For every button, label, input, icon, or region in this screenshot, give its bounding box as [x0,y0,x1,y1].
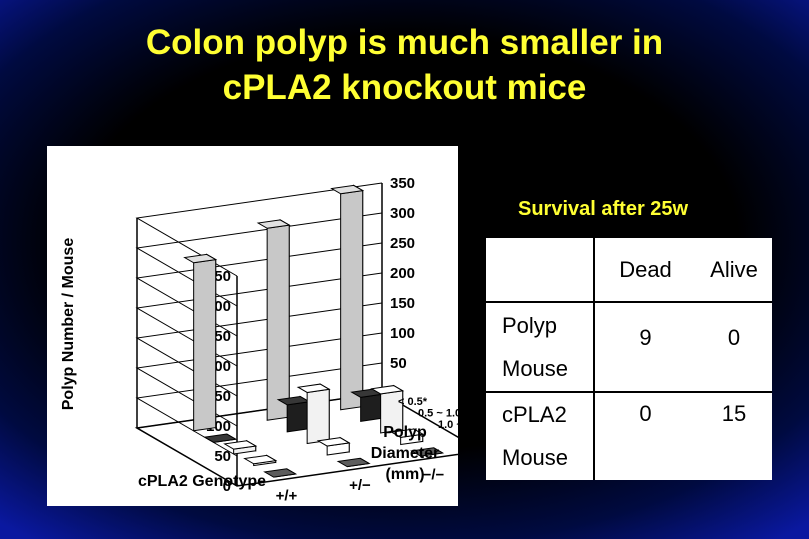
y-tick-label-right: 250 [390,235,415,252]
y-tick-label-right: 300 [390,205,415,222]
bar-top [410,447,445,457]
bar-top [370,385,405,395]
y-tick-label-right: 350 [390,175,415,192]
cell-dead: 9 [594,302,696,393]
bar-top [336,457,371,468]
z-axis-label-line3: (mm) [385,466,424,483]
survival-title: Survival after 25w [518,198,689,220]
x-axis-label: cPLA2 Genotype [138,473,266,490]
survival-table: Dead Alive Polyp Mouse 9 0 cPLA2 Mouse 0… [486,238,772,480]
row-label-line2: Mouse [502,355,569,381]
bar-top [223,440,258,450]
z-tick-label: 0.5 ~ 1.0 [418,407,458,419]
y-axis-label: Polyp Number / Mouse [60,238,77,411]
row-label: Polyp Mouse [486,302,595,393]
bar-top [183,253,218,264]
row-label-line1: Polyp [502,312,558,338]
bar-top [276,395,311,406]
title-line-2: cPLA2 knockout mice [222,68,587,107]
bar [193,259,217,432]
z-tick-label: < 0.5* [398,396,428,408]
y-tick-label: 50 [214,448,231,465]
cell-alive: 15 [721,400,747,426]
x-tick-label: +/+ [276,488,298,505]
y-tick-label-right: 100 [390,325,415,342]
x-tick-label: −/− [423,467,445,484]
cell-alive: 0 [696,302,772,393]
y-tick-label: 0 [223,478,231,495]
y-tick-label-right: 150 [390,295,415,312]
cell-dead: 0 [639,400,652,426]
bar-top [296,383,331,393]
bar-top [316,437,351,447]
bar [306,388,330,445]
bar-top [390,428,425,438]
header-alive: Alive [696,238,772,303]
bar-top [263,468,298,478]
polyp-chart: 0501001502002503003500501001502002503003… [47,146,458,506]
z-axis-label-line1: Polyp [383,424,427,441]
bar-top [330,184,365,195]
row-label-line2: Mouse [502,445,569,471]
bar [286,401,310,433]
bar [360,393,384,422]
header-dead: Dead [594,238,696,303]
table-row: Polyp Mouse 9 0 [486,302,772,393]
y-tick-label-right: 50 [390,355,407,372]
bar-top [256,219,291,229]
bar-top [243,454,278,465]
header-empty-cell [486,238,595,303]
polyp-3d-bar-chart: 0501001502002503003500501001502002503003… [60,175,458,505]
z-tick-label: 1.0 ~ 2.0 [438,419,458,431]
title-line-1: Colon polyp is much smaller in [145,23,664,62]
table-row: cPLA2 Mouse 0 15 [486,391,772,480]
bar [266,224,290,421]
slide-title: Colon polyp is much smaller in cPLA2 kno… [0,20,809,110]
z-axis-label-line2: Diameter [371,445,439,462]
bar-top [203,433,238,443]
y-tick-label-right: 200 [390,265,415,282]
row-label: cPLA2 Mouse [486,391,595,480]
bar [340,190,364,411]
row-label-line1: cPLA2 [502,402,567,428]
x-tick-label: +/− [349,477,371,494]
